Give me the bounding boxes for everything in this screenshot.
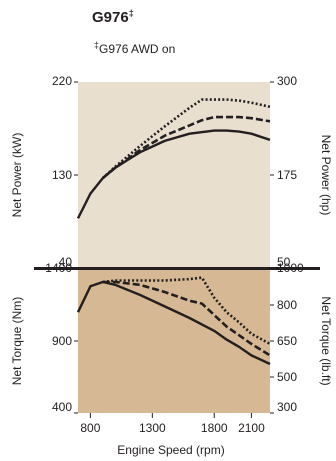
chart-title: G976‡ [92,8,134,26]
power-y-tick-label: 130 [52,168,72,182]
torque-y-right-tick-label: 800 [277,298,297,312]
x-tick-label: 1800 [201,421,228,435]
torque-y-tick-label: 900 [52,334,72,348]
power-series-dashed-line [101,115,271,180]
torque-plot-area [78,269,270,413]
power-y-tick-label: 220 [52,74,72,88]
x-tick-label: 2100 [238,421,265,435]
torque-y-right-tick-label: 650 [277,334,297,348]
power-y-right-tick-label: 50 [277,255,291,269]
torque-series-solid-line [76,280,271,366]
torque-series-dashed-line [102,280,271,357]
power-y-right-tick-label: 300 [277,74,297,88]
power-series-solid-line [76,129,271,219]
power-plot-area [78,82,270,268]
subtitle-footnote-mark: ‡ [94,40,100,50]
torque-y-axis-title: Net Torque (Nm) [10,297,24,385]
power-series-dotted-line [101,98,271,180]
torque-y-right-tick-label: 500 [277,370,297,384]
torque-y-tick-label: 400 [52,400,72,414]
x-tick-label: 1300 [139,421,166,435]
power-y-axis-title: Net Power (kW) [10,133,24,218]
power-y-right-tick-label: 175 [277,168,297,182]
x-tick-label: 800 [80,421,100,435]
title-footnote-mark: ‡ [128,8,134,18]
torque-y-right-tick-label: 300 [277,400,297,414]
chart-subtitle: ‡G976 AWD on [94,40,176,56]
torque-y-right-axis-title: Net Torque (lb.ft) [319,296,333,385]
x-axis-title: Engine Speed (rpm) [117,443,224,457]
power-y-tick-label: 40 [59,255,73,269]
power-y-right-axis-title: Net Power (hp) [319,135,333,216]
